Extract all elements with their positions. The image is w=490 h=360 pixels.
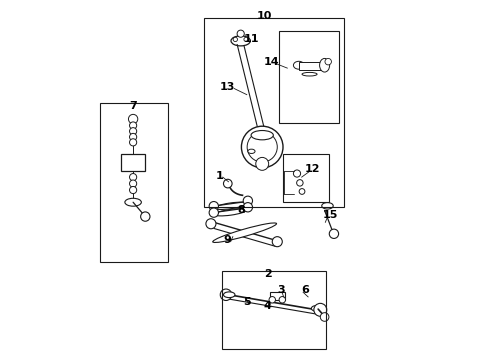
Ellipse shape: [213, 223, 276, 243]
Text: 2: 2: [265, 269, 272, 279]
Bar: [122, 154, 145, 171]
Circle shape: [320, 313, 329, 321]
Ellipse shape: [311, 306, 322, 311]
Circle shape: [141, 212, 150, 221]
Circle shape: [233, 37, 238, 41]
Circle shape: [129, 186, 137, 194]
Circle shape: [242, 126, 283, 168]
Ellipse shape: [322, 203, 333, 209]
Circle shape: [129, 139, 137, 146]
Bar: [270, 292, 285, 300]
Ellipse shape: [302, 72, 317, 76]
Polygon shape: [237, 45, 267, 137]
Circle shape: [129, 134, 137, 140]
Text: 12: 12: [305, 164, 320, 174]
Text: 4: 4: [263, 301, 271, 311]
Text: 1: 1: [215, 171, 223, 181]
Circle shape: [209, 208, 219, 217]
Circle shape: [294, 170, 300, 177]
Text: 13: 13: [220, 82, 236, 93]
Ellipse shape: [294, 61, 304, 69]
Circle shape: [243, 196, 252, 206]
Circle shape: [296, 180, 303, 186]
Circle shape: [223, 179, 232, 188]
Ellipse shape: [248, 149, 255, 153]
Circle shape: [244, 37, 248, 41]
Text: 9: 9: [224, 235, 232, 245]
Ellipse shape: [215, 209, 246, 216]
Circle shape: [272, 237, 282, 247]
Bar: [283, 154, 329, 202]
Circle shape: [237, 30, 245, 37]
Bar: [204, 18, 343, 207]
Circle shape: [279, 297, 286, 303]
Text: 3: 3: [278, 285, 285, 296]
Bar: [279, 31, 339, 123]
Circle shape: [329, 229, 339, 238]
Ellipse shape: [215, 202, 246, 210]
Ellipse shape: [251, 131, 273, 140]
Ellipse shape: [125, 198, 141, 206]
Circle shape: [209, 202, 219, 211]
Bar: [299, 62, 324, 69]
Circle shape: [256, 157, 269, 170]
Ellipse shape: [319, 58, 330, 72]
Circle shape: [129, 128, 137, 135]
Circle shape: [269, 297, 275, 303]
Circle shape: [299, 189, 305, 194]
Circle shape: [220, 289, 232, 301]
Circle shape: [325, 58, 331, 65]
Text: 7: 7: [129, 102, 137, 112]
Circle shape: [314, 303, 327, 316]
Ellipse shape: [223, 292, 235, 298]
Circle shape: [243, 203, 252, 212]
Bar: [100, 103, 168, 262]
Ellipse shape: [231, 36, 250, 46]
Text: 15: 15: [322, 210, 338, 220]
Circle shape: [128, 114, 138, 124]
Circle shape: [247, 132, 277, 162]
Text: 6: 6: [301, 285, 309, 296]
Circle shape: [129, 174, 137, 181]
Text: 10: 10: [257, 11, 272, 21]
Circle shape: [129, 180, 137, 187]
Circle shape: [206, 219, 216, 229]
Text: 14: 14: [264, 57, 280, 67]
Text: 8: 8: [238, 206, 245, 216]
Circle shape: [129, 122, 137, 129]
Bar: [221, 271, 326, 348]
Text: 5: 5: [243, 297, 250, 307]
Text: 11: 11: [244, 35, 259, 44]
